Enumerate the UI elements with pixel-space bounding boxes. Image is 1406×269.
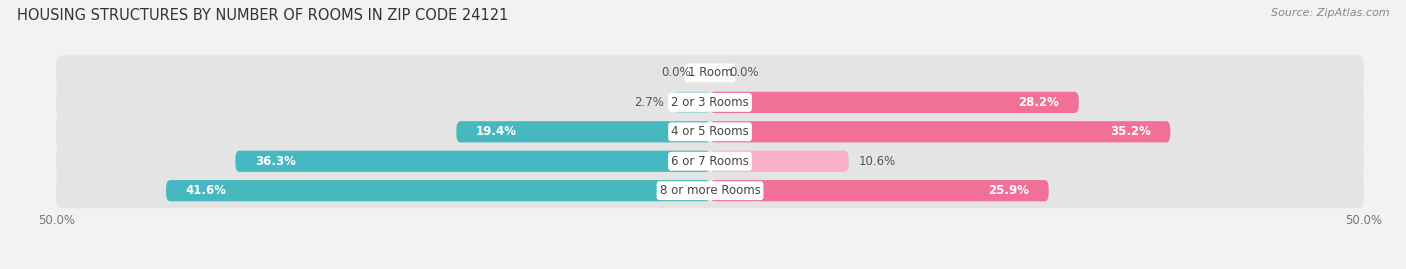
Text: 0.0%: 0.0%	[661, 66, 690, 79]
Text: 8 or more Rooms: 8 or more Rooms	[659, 184, 761, 197]
Text: HOUSING STRUCTURES BY NUMBER OF ROOMS IN ZIP CODE 24121: HOUSING STRUCTURES BY NUMBER OF ROOMS IN…	[17, 8, 508, 23]
FancyBboxPatch shape	[710, 180, 1049, 201]
Legend: Owner-occupied, Renter-occupied: Owner-occupied, Renter-occupied	[579, 267, 841, 269]
Text: 19.4%: 19.4%	[477, 125, 517, 138]
Text: 25.9%: 25.9%	[988, 184, 1029, 197]
FancyBboxPatch shape	[235, 151, 710, 172]
Text: 0.0%: 0.0%	[730, 66, 759, 79]
Text: 2.7%: 2.7%	[634, 96, 664, 109]
Text: 2 or 3 Rooms: 2 or 3 Rooms	[671, 96, 749, 109]
FancyBboxPatch shape	[166, 180, 710, 201]
FancyBboxPatch shape	[56, 114, 1364, 149]
FancyBboxPatch shape	[710, 121, 1170, 142]
FancyBboxPatch shape	[56, 85, 1364, 120]
FancyBboxPatch shape	[56, 55, 1364, 90]
FancyBboxPatch shape	[56, 144, 1364, 179]
FancyBboxPatch shape	[710, 151, 849, 172]
FancyBboxPatch shape	[675, 92, 710, 113]
Text: 4 or 5 Rooms: 4 or 5 Rooms	[671, 125, 749, 138]
Text: 35.2%: 35.2%	[1109, 125, 1150, 138]
Text: 6 or 7 Rooms: 6 or 7 Rooms	[671, 155, 749, 168]
Text: 10.6%: 10.6%	[859, 155, 897, 168]
FancyBboxPatch shape	[710, 92, 1078, 113]
FancyBboxPatch shape	[457, 121, 710, 142]
Text: 1 Room: 1 Room	[688, 66, 733, 79]
Text: Source: ZipAtlas.com: Source: ZipAtlas.com	[1271, 8, 1389, 18]
Text: 36.3%: 36.3%	[254, 155, 295, 168]
FancyBboxPatch shape	[56, 173, 1364, 208]
Text: 28.2%: 28.2%	[1018, 96, 1059, 109]
Text: 41.6%: 41.6%	[186, 184, 226, 197]
